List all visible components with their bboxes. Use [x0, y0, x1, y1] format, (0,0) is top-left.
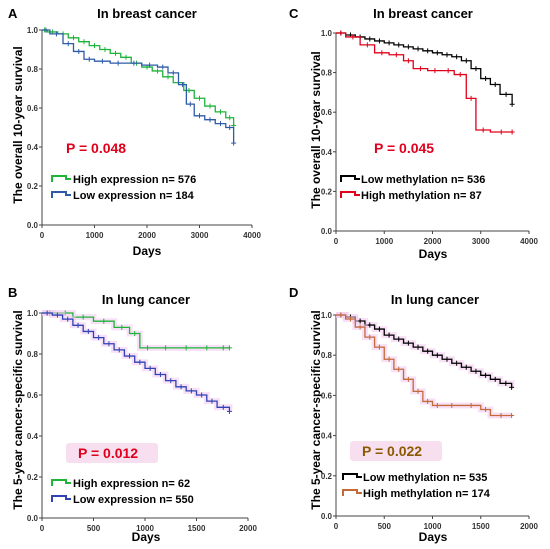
panel-b-title: In lung cancer	[102, 292, 190, 307]
panel-b-xlabel: Days	[132, 530, 161, 544]
panel-d-ytick-label-1: 0.2	[321, 472, 333, 481]
panel-b-xtick-label-2: 1000	[136, 524, 154, 533]
panel-a-legend-swatch-0	[51, 175, 71, 182]
panel-d-p-highlight	[350, 441, 442, 461]
panel-letter-c: C	[289, 6, 299, 21]
panel-a-ytick-label-5: 1.0	[27, 26, 39, 35]
panel-a-legend-label-1: Low expression n= 184	[73, 190, 195, 202]
panel-b-p-value: P = 0.012	[78, 445, 138, 461]
panel-c-ylabel: The overall 10-year survival	[309, 51, 323, 208]
panel-c-xtick-label-3: 3000	[472, 237, 490, 246]
panel-b-ytick-label-1: 0.2	[27, 473, 39, 482]
panel-c-xtick-label-2: 2000	[424, 237, 442, 246]
panel-b-ytick-label-4: 0.8	[27, 350, 39, 359]
panel-a-xtick-label-3: 3000	[191, 231, 209, 240]
panel-b-ytick-label-2: 0.4	[27, 432, 39, 441]
panel-c-legend-swatch-0	[340, 175, 360, 182]
panel-c-ytick-label-0: 0.0	[321, 227, 333, 236]
panel-b-series-0-line	[42, 312, 230, 349]
panel-a-legend-label-0: High expression n= 576	[73, 174, 196, 186]
panel-a-series-1-line	[42, 29, 235, 144]
panel-a-ytick-label-2: 0.4	[27, 143, 39, 152]
panel-a-ylabel: The overall 10-year survival	[11, 46, 25, 203]
panel-d-ytick-label-2: 0.4	[321, 432, 333, 441]
panel-a: A In breast cancer The overall 10-year s…	[8, 6, 261, 258]
panel-c-xlabel: Days	[419, 247, 448, 261]
panel-d-series-1-shadow	[336, 312, 512, 419]
panel-b-ytick-label-0: 0.0	[27, 514, 39, 523]
panel-d-xlabel: Days	[419, 530, 448, 544]
panel-b-ylabel: The 5-year cancer-specific survival	[11, 310, 25, 509]
panel-b-xtick-label-1: 500	[87, 524, 101, 533]
panel-a-series-0-line	[42, 29, 235, 126]
panel-c-series-1-line	[336, 32, 513, 133]
panel-b-ytick-label-3: 0.6	[27, 391, 39, 400]
panel-a-legend-swatch-1	[51, 191, 71, 198]
panel-d-xtick-label-3: 1500	[472, 522, 490, 531]
panel-b-xtick-label-0: 0	[40, 524, 45, 533]
panel-a-ytick-label-4: 0.8	[27, 65, 39, 74]
panel-d: D In lung cancer The 5-year cancer-speci…	[289, 285, 538, 544]
panel-d-legend-label-1: High methylation n= 174	[363, 488, 491, 500]
panel-a-ytick-label-1: 0.2	[27, 182, 39, 191]
panel-b: B In lung cancer The 5-year cancer-speci…	[8, 285, 257, 544]
panel-d-ylabel: The 5-year cancer-specific survival	[309, 310, 323, 509]
panel-letter-a: A	[8, 6, 18, 21]
panel-d-xtick-label-2: 1000	[424, 522, 442, 531]
panel-d-legend-swatch-1	[342, 489, 362, 496]
panel-d-title: In lung cancer	[391, 292, 479, 307]
panel-c-xtick-label-0: 0	[334, 237, 339, 246]
panel-c-p-value: P = 0.045	[374, 140, 434, 156]
panel-a-ytick-label-3: 0.6	[27, 104, 39, 113]
panel-c-ytick-label-4: 0.8	[321, 69, 333, 78]
panel-b-p-highlight	[66, 443, 158, 463]
panel-c-series-0-line	[336, 32, 513, 105]
panel-letter-d: D	[289, 285, 298, 300]
panel-c-xtick-label-4: 4000	[520, 237, 538, 246]
panel-a-xtick-label-2: 2000	[138, 231, 156, 240]
panel-b-legend-label-1: Low expression n= 550	[73, 494, 194, 506]
panel-a-xlabel: Days	[133, 244, 162, 258]
panel-b-legend-swatch-0	[51, 479, 71, 486]
panel-c-ytick-label-3: 0.6	[321, 108, 333, 117]
panel-a-xtick-label-1: 1000	[86, 231, 104, 240]
panel-c: C In breast cancer The overall 10-year s…	[289, 6, 538, 261]
panel-b-xtick-label-4: 2000	[239, 524, 257, 533]
panel-a-xtick-label-4: 4000	[243, 231, 261, 240]
panel-b-legend-label-0: High expression n= 62	[73, 478, 190, 490]
panel-a-title: In breast cancer	[97, 6, 197, 21]
panel-d-xtick-label-1: 500	[378, 522, 392, 531]
panel-letter-b: B	[8, 285, 17, 300]
panel-a-ytick-label-0: 0.0	[27, 221, 39, 230]
panel-b-ytick-label-5: 1.0	[27, 309, 39, 318]
panel-b-xtick-label-3: 1500	[188, 524, 206, 533]
panel-d-xtick-label-4: 2000	[520, 522, 538, 531]
panel-c-title: In breast cancer	[373, 6, 473, 21]
panel-d-xtick-label-0: 0	[334, 522, 339, 531]
panel-c-xtick-label-1: 1000	[375, 237, 393, 246]
panel-b-legend-swatch-1	[51, 495, 71, 502]
panel-d-legend-swatch-0	[342, 473, 362, 480]
panel-a-xtick-label-0: 0	[40, 231, 45, 240]
panel-d-legend-label-0: Low methylation n= 535	[363, 472, 487, 484]
panel-d-ytick-label-4: 0.8	[321, 351, 333, 360]
panel-d-p-value: P = 0.022	[362, 443, 422, 459]
panel-d-ytick-label-5: 1.0	[321, 311, 333, 320]
panel-d-ytick-label-0: 0.0	[321, 512, 333, 521]
panel-b-series-1-line	[42, 312, 231, 412]
panel-c-ytick-label-1: 0.2	[321, 187, 333, 196]
panel-c-legend-label-0: Low methylation n= 536	[361, 174, 485, 186]
panel-c-ytick-label-2: 0.4	[321, 148, 333, 157]
panel-d-ytick-label-3: 0.6	[321, 391, 333, 400]
panel-a-p-value: P = 0.048	[66, 140, 126, 156]
panel-c-legend-label-1: High methylation n= 87	[361, 190, 482, 202]
panel-c-legend-swatch-1	[340, 191, 360, 198]
panel-c-ytick-label-5: 1.0	[321, 29, 333, 38]
